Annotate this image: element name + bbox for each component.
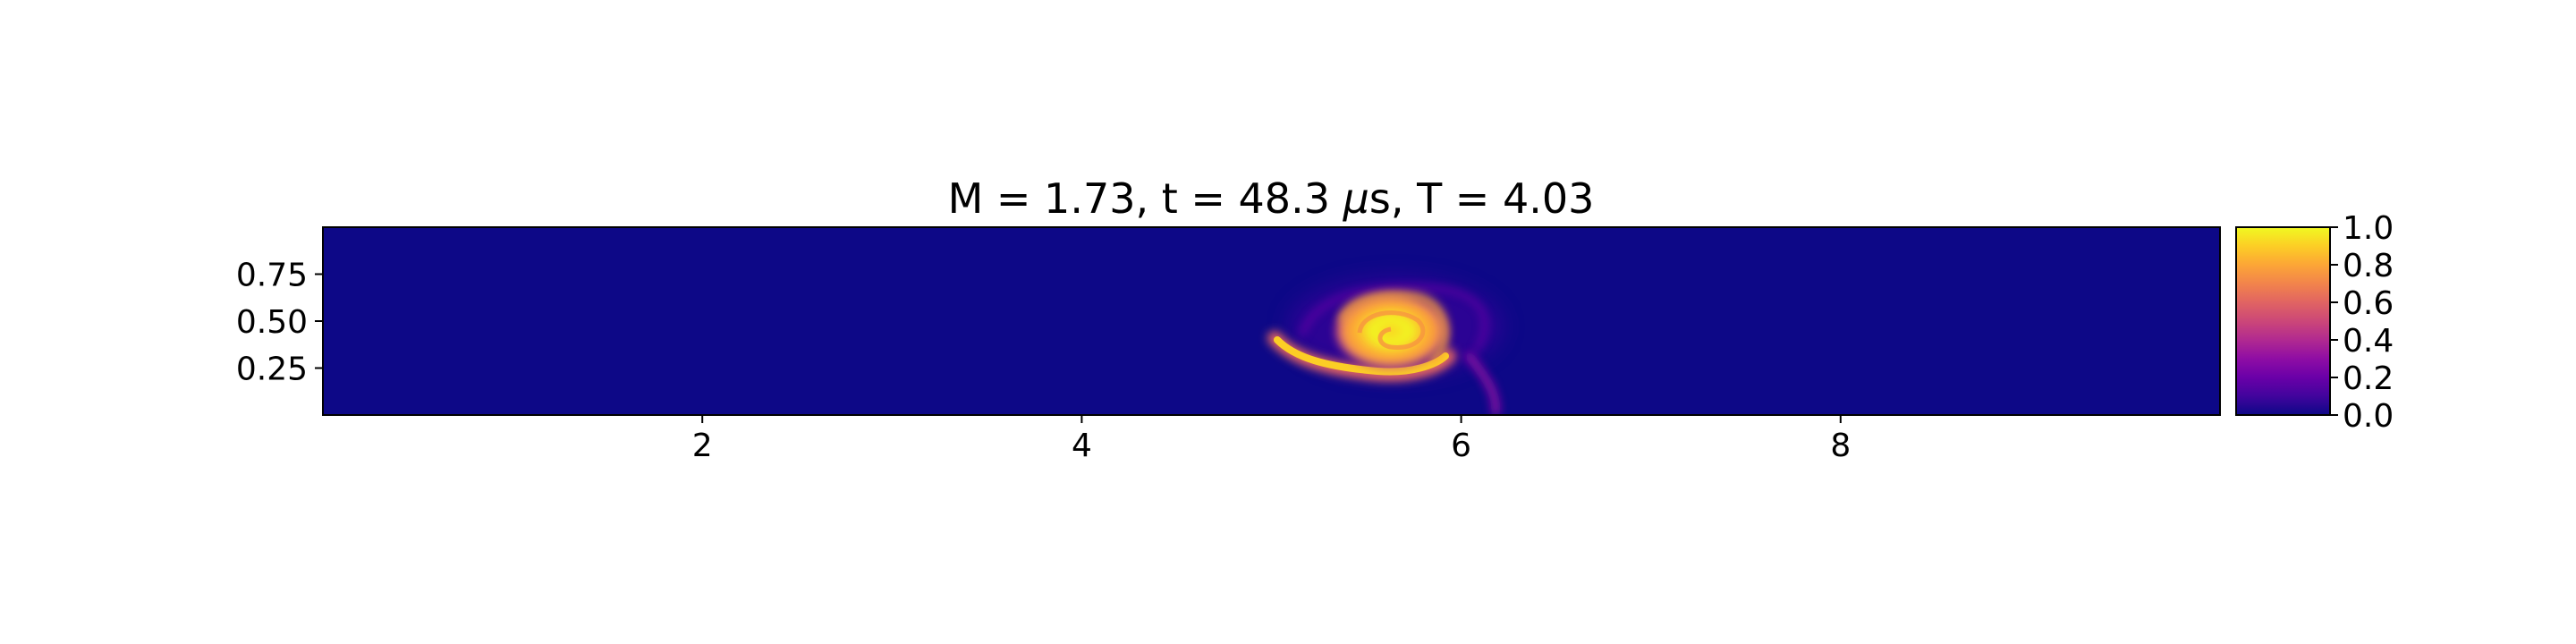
- vortex-rim: [1338, 292, 1449, 366]
- vortex-outer-arm: [1299, 284, 1488, 352]
- heatmap-plot: [322, 226, 2221, 416]
- colorbar-gradient: [2235, 226, 2331, 416]
- x-tick-label: 4: [1072, 428, 1092, 464]
- x-axis: 2 4 6 8: [692, 415, 1851, 464]
- colorbar-tick-label: 0.2: [2343, 360, 2394, 397]
- x-tick-label: 6: [1451, 428, 1471, 464]
- y-tick-label: 0.75: [236, 258, 308, 294]
- x-tick-label: 8: [1830, 428, 1851, 464]
- heatmap-background: [323, 227, 2220, 415]
- colorbar-tick-label: 0.8: [2343, 248, 2394, 284]
- spiral-tail-core: [1274, 336, 1449, 376]
- y-tick-label: 0.25: [236, 352, 308, 388]
- chart-title: M = 1.73, t = 48.3 μs, T = 4.03: [948, 174, 1595, 223]
- colorbar-tick-label: 0.6: [2343, 285, 2394, 322]
- colorbar-tick-label: 1.0: [2343, 210, 2394, 247]
- y-tick-label: 0.50: [236, 304, 308, 341]
- y-axis: 0.25 0.50 0.75: [236, 258, 323, 388]
- x-tick-label: 2: [692, 428, 713, 464]
- colorbar-tick-label: 0.0: [2343, 398, 2394, 435]
- colorbar-tick-label: 0.4: [2343, 323, 2394, 360]
- vortex-inner-swirl: [1357, 310, 1426, 350]
- colorbar: 0.00.20.40.60.81.0: [2235, 210, 2394, 435]
- downstream-wisp: [1463, 350, 1501, 415]
- colorbar-ticks: 0.00.20.40.60.81.0: [2330, 210, 2394, 435]
